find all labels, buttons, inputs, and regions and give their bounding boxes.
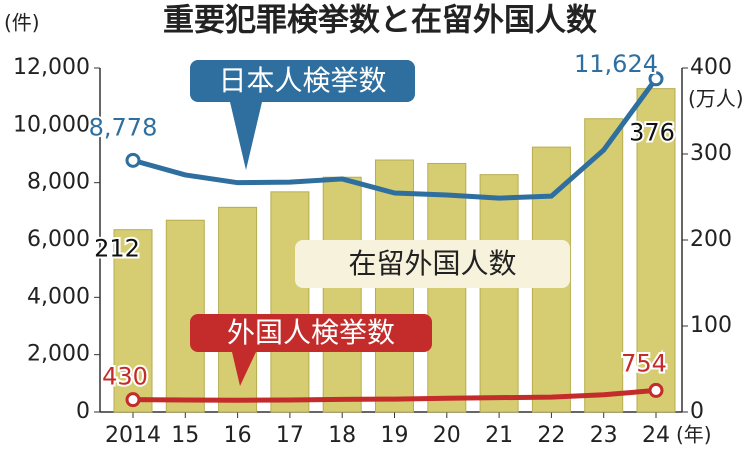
y-tick-label: 6,000 xyxy=(27,227,90,252)
y2-axis-label: (万人) xyxy=(688,87,744,111)
callout-pointer xyxy=(232,352,256,386)
x-tick-label: 24 xyxy=(642,423,670,448)
data-label: 11,624 xyxy=(574,50,658,78)
chart-title: 重要犯罪検挙数と在留外国人数 xyxy=(163,3,597,39)
y-tick-label: 10,000 xyxy=(13,112,90,137)
x-tick-label: 19 xyxy=(381,423,409,448)
y-tick-label: 4,000 xyxy=(27,284,90,309)
line xyxy=(132,387,657,403)
y2-tick-label: 0 xyxy=(690,399,704,424)
point xyxy=(125,152,141,168)
point xyxy=(125,392,141,408)
x-tick-label: 15 xyxy=(171,423,199,448)
y-tick-label: 0 xyxy=(76,399,90,424)
legend-box xyxy=(190,314,432,352)
line xyxy=(132,77,659,201)
legend-label: 外国人検挙数 xyxy=(227,316,395,349)
data-label: 212 xyxy=(94,235,140,263)
bar xyxy=(584,118,624,413)
bar xyxy=(218,206,258,413)
x-tick-label: 2014 xyxy=(105,423,161,448)
data-label: 430 xyxy=(102,363,148,391)
y2-tick-label: 300 xyxy=(690,141,732,166)
y-tick-label: 12,000 xyxy=(13,55,90,80)
legend-label: 日本人検挙数 xyxy=(218,64,386,97)
y-axis-label: (件) xyxy=(4,11,40,35)
bar xyxy=(479,174,519,413)
x-tick-label: 23 xyxy=(590,423,618,448)
y-tick-label: 2,000 xyxy=(27,342,90,367)
bar xyxy=(322,176,362,413)
x-tick-label: 22 xyxy=(537,423,565,448)
x-tick-label: 17 xyxy=(276,423,304,448)
bar xyxy=(636,88,676,413)
x-axis-label: (年) xyxy=(676,423,712,447)
bar xyxy=(113,229,153,413)
legend-box xyxy=(190,60,415,102)
data-label: 8,778 xyxy=(89,113,158,141)
bar xyxy=(270,191,310,413)
data-label: 376 xyxy=(629,119,675,147)
point xyxy=(648,71,664,87)
y2-tick-label: 100 xyxy=(690,313,732,338)
x-tick-label: 20 xyxy=(433,423,461,448)
callout-pointer xyxy=(230,102,262,170)
y2-tick-label: 200 xyxy=(690,227,732,252)
y-tick-label: 8,000 xyxy=(27,170,90,195)
data-label: 754 xyxy=(621,349,667,377)
point xyxy=(648,382,664,398)
x-tick-label: 18 xyxy=(328,423,356,448)
legend-label: 在留外国人数 xyxy=(348,247,516,280)
x-tick-label: 21 xyxy=(485,423,513,448)
x-tick-label: 16 xyxy=(224,423,252,448)
y2-tick-label: 400 xyxy=(690,55,732,80)
legend-box xyxy=(295,240,570,288)
